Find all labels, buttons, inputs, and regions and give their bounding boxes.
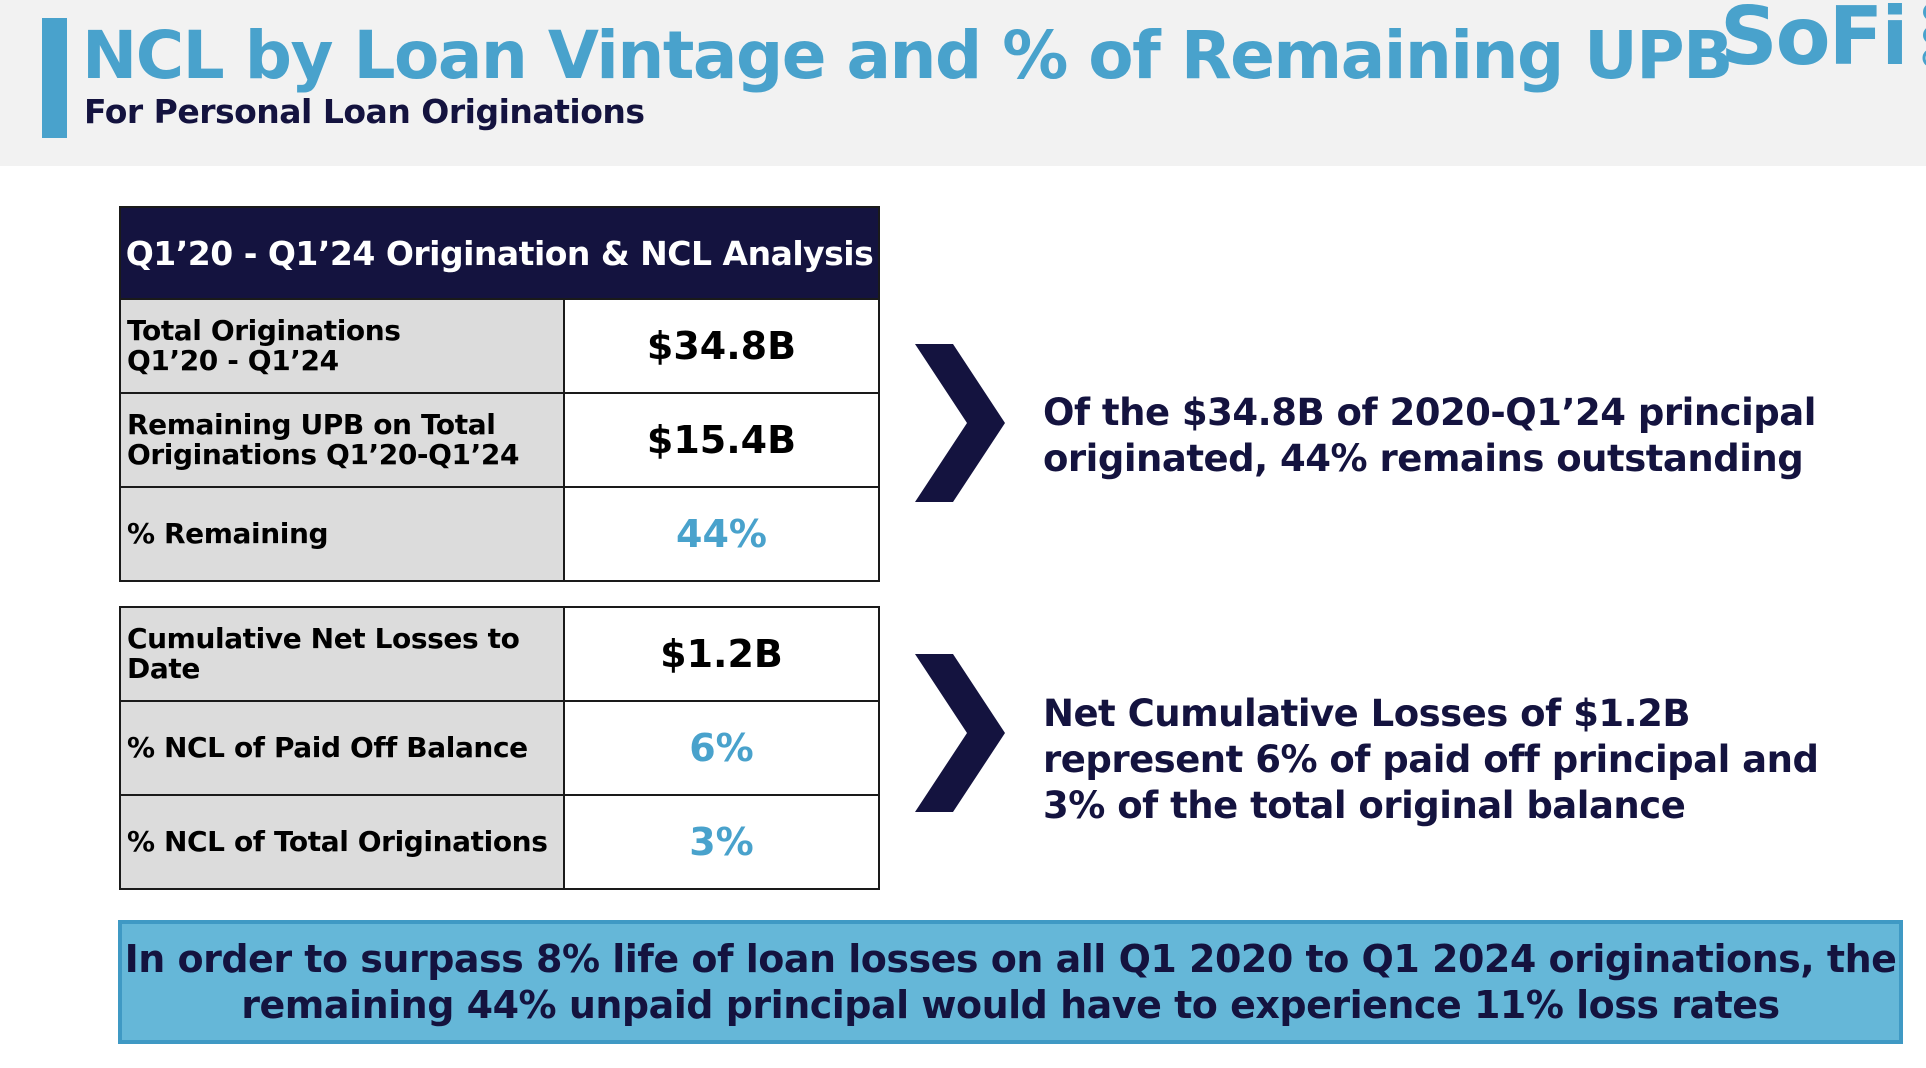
row-value: $34.8B <box>563 298 880 394</box>
slide-header <box>0 0 1926 166</box>
table-row: Total Originations Q1’20 - Q1’24 $34.8B <box>119 298 880 394</box>
row-value: 44% <box>563 486 880 582</box>
table-row: % NCL of Total Originations 3% <box>119 794 880 890</box>
sofi-logo: SoFi <box>1720 0 1926 82</box>
table-header: Q1’20 - Q1’24 Origination & NCL Analysis <box>119 206 880 300</box>
row-value: $15.4B <box>563 392 880 488</box>
row-label: % NCL of Paid Off Balance <box>119 700 565 796</box>
banner-text: In order to surpass 8% life of loan loss… <box>124 937 1897 1027</box>
origination-analysis-table: Q1’20 - Q1’24 Origination & NCL Analysis… <box>119 206 880 582</box>
row-value: $1.2B <box>563 606 880 702</box>
row-label: Remaining UPB on Total Originations Q1’2… <box>119 392 565 488</box>
row-label: Cumulative Net Losses to Date <box>119 606 565 702</box>
conclusion-banner: In order to surpass 8% life of loan loss… <box>118 920 1903 1044</box>
slide-title: NCL by Loan Vintage and % of Remaining U… <box>82 17 1733 94</box>
ncl-table: Cumulative Net Losses to Date $1.2B % NC… <box>119 606 880 890</box>
table-row: % NCL of Paid Off Balance 6% <box>119 700 880 796</box>
origination-callout: Of the $34.8B of 2020-Q1’24 principal or… <box>1043 391 1816 480</box>
title-accent-bar <box>42 18 67 138</box>
table-row: Remaining UPB on Total Originations Q1’2… <box>119 392 880 488</box>
table-row: % Remaining 44% <box>119 486 880 582</box>
losses-callout: Net Cumulative Losses of $1.2B represent… <box>1043 692 1819 827</box>
chevron-right-icon <box>915 654 1005 812</box>
row-label: Total Originations Q1’20 - Q1’24 <box>119 298 565 394</box>
logo-wordmark: SoFi <box>1720 0 1909 83</box>
slide-subtitle: For Personal Loan Originations <box>84 92 645 131</box>
row-value: 6% <box>563 700 880 796</box>
row-label: % NCL of Total Originations <box>119 794 565 890</box>
sofi-logo-mark-icon <box>1922 5 1926 66</box>
table-row: Cumulative Net Losses to Date $1.2B <box>119 606 880 702</box>
chevron-right-icon <box>915 344 1005 502</box>
row-value: 3% <box>563 794 880 890</box>
row-label: % Remaining <box>119 486 565 582</box>
